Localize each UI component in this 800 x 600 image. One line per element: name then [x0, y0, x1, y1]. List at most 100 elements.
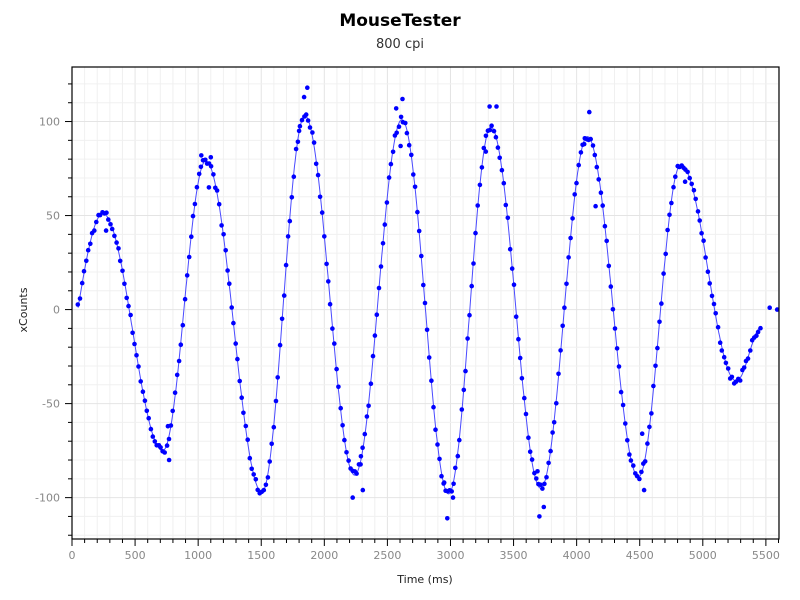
data-point	[271, 424, 277, 430]
data-point	[275, 375, 281, 380]
data-point	[592, 152, 598, 158]
data-point	[114, 240, 119, 245]
data-point	[174, 372, 180, 378]
data-point	[560, 323, 565, 329]
data-point	[695, 209, 701, 214]
data-point	[493, 134, 499, 140]
data-point	[513, 314, 519, 320]
y-tick-label: 100	[39, 116, 60, 129]
data-point	[176, 358, 182, 364]
data-point	[241, 410, 246, 416]
data-point	[713, 311, 718, 316]
data-point	[293, 146, 299, 152]
x-tick-label: 3000	[436, 549, 464, 562]
data-point	[725, 366, 731, 371]
data-point	[639, 469, 644, 475]
data-point	[499, 167, 505, 173]
data-point-outlier	[494, 104, 499, 109]
data-point	[311, 140, 317, 145]
data-point	[517, 355, 523, 361]
data-point	[307, 125, 313, 130]
data-point	[623, 421, 628, 426]
x-tick-label: 2000	[310, 549, 338, 562]
data-point	[457, 437, 462, 443]
data-point	[85, 247, 91, 253]
data-point-outlier	[535, 469, 540, 474]
data-point	[717, 340, 723, 346]
data-point	[354, 471, 359, 476]
data-point	[600, 203, 605, 208]
x-tick-label: 500	[125, 549, 146, 562]
data-point	[305, 118, 311, 123]
data-point	[150, 434, 156, 439]
data-point	[697, 218, 702, 223]
data-point	[124, 295, 129, 301]
data-point	[404, 130, 410, 136]
data-point	[336, 384, 341, 390]
data-point	[92, 228, 97, 233]
data-point	[620, 402, 626, 408]
fit-line	[77, 115, 762, 495]
data-point	[429, 378, 434, 384]
data-point	[523, 411, 529, 417]
data-point	[618, 389, 624, 395]
data-point-outlier	[487, 104, 492, 109]
x-tick-label: 4000	[563, 549, 591, 562]
data-point	[77, 296, 83, 301]
data-point	[281, 293, 287, 298]
data-point-outlier	[360, 487, 366, 493]
data-point	[403, 120, 408, 126]
data-point-outlier	[541, 504, 547, 510]
data-point	[527, 449, 533, 455]
x-tick-label: 5500	[752, 549, 780, 562]
data-point	[162, 450, 167, 455]
data-point-outlier	[581, 141, 587, 147]
data-point	[645, 441, 650, 446]
data-point	[501, 180, 507, 186]
data-point	[132, 341, 137, 347]
data-point	[203, 157, 208, 163]
data-point	[534, 476, 539, 481]
data-point-outlier	[206, 185, 212, 190]
data-point	[625, 438, 630, 443]
data-point	[572, 192, 577, 197]
data-point	[594, 164, 600, 170]
data-point	[117, 258, 123, 264]
data-point	[231, 320, 236, 326]
data-point	[707, 281, 712, 286]
data-point	[227, 281, 232, 287]
data-point	[340, 423, 345, 428]
x-tick-label: 1000	[184, 549, 212, 562]
data-point	[463, 368, 468, 374]
data-point	[211, 172, 216, 177]
data-point	[180, 322, 186, 328]
data-point	[334, 366, 339, 372]
data-point	[219, 223, 224, 228]
data-point	[106, 217, 111, 222]
data-point	[376, 285, 382, 291]
data-point-outlier	[305, 85, 310, 90]
data-point	[705, 269, 711, 275]
data-point	[388, 161, 394, 167]
data-point-outlier	[441, 480, 447, 485]
data-point-outlier	[165, 423, 171, 429]
data-point-outlier	[296, 128, 302, 134]
data-point	[431, 404, 436, 410]
data-point	[344, 450, 349, 455]
data-point	[285, 234, 291, 239]
data-point	[667, 212, 672, 218]
y-tick-label: 50	[46, 210, 60, 223]
data-point-outlier	[450, 495, 456, 500]
data-point	[253, 477, 259, 482]
data-point	[390, 149, 396, 155]
data-point	[435, 442, 440, 447]
data-point-outlier	[103, 228, 109, 233]
data-point	[216, 201, 222, 207]
data-point	[239, 395, 244, 401]
data-point	[424, 327, 430, 333]
data-point	[104, 210, 109, 215]
y-axis-label: xCounts	[17, 287, 30, 332]
data-point	[317, 194, 323, 200]
data-point	[146, 415, 151, 421]
